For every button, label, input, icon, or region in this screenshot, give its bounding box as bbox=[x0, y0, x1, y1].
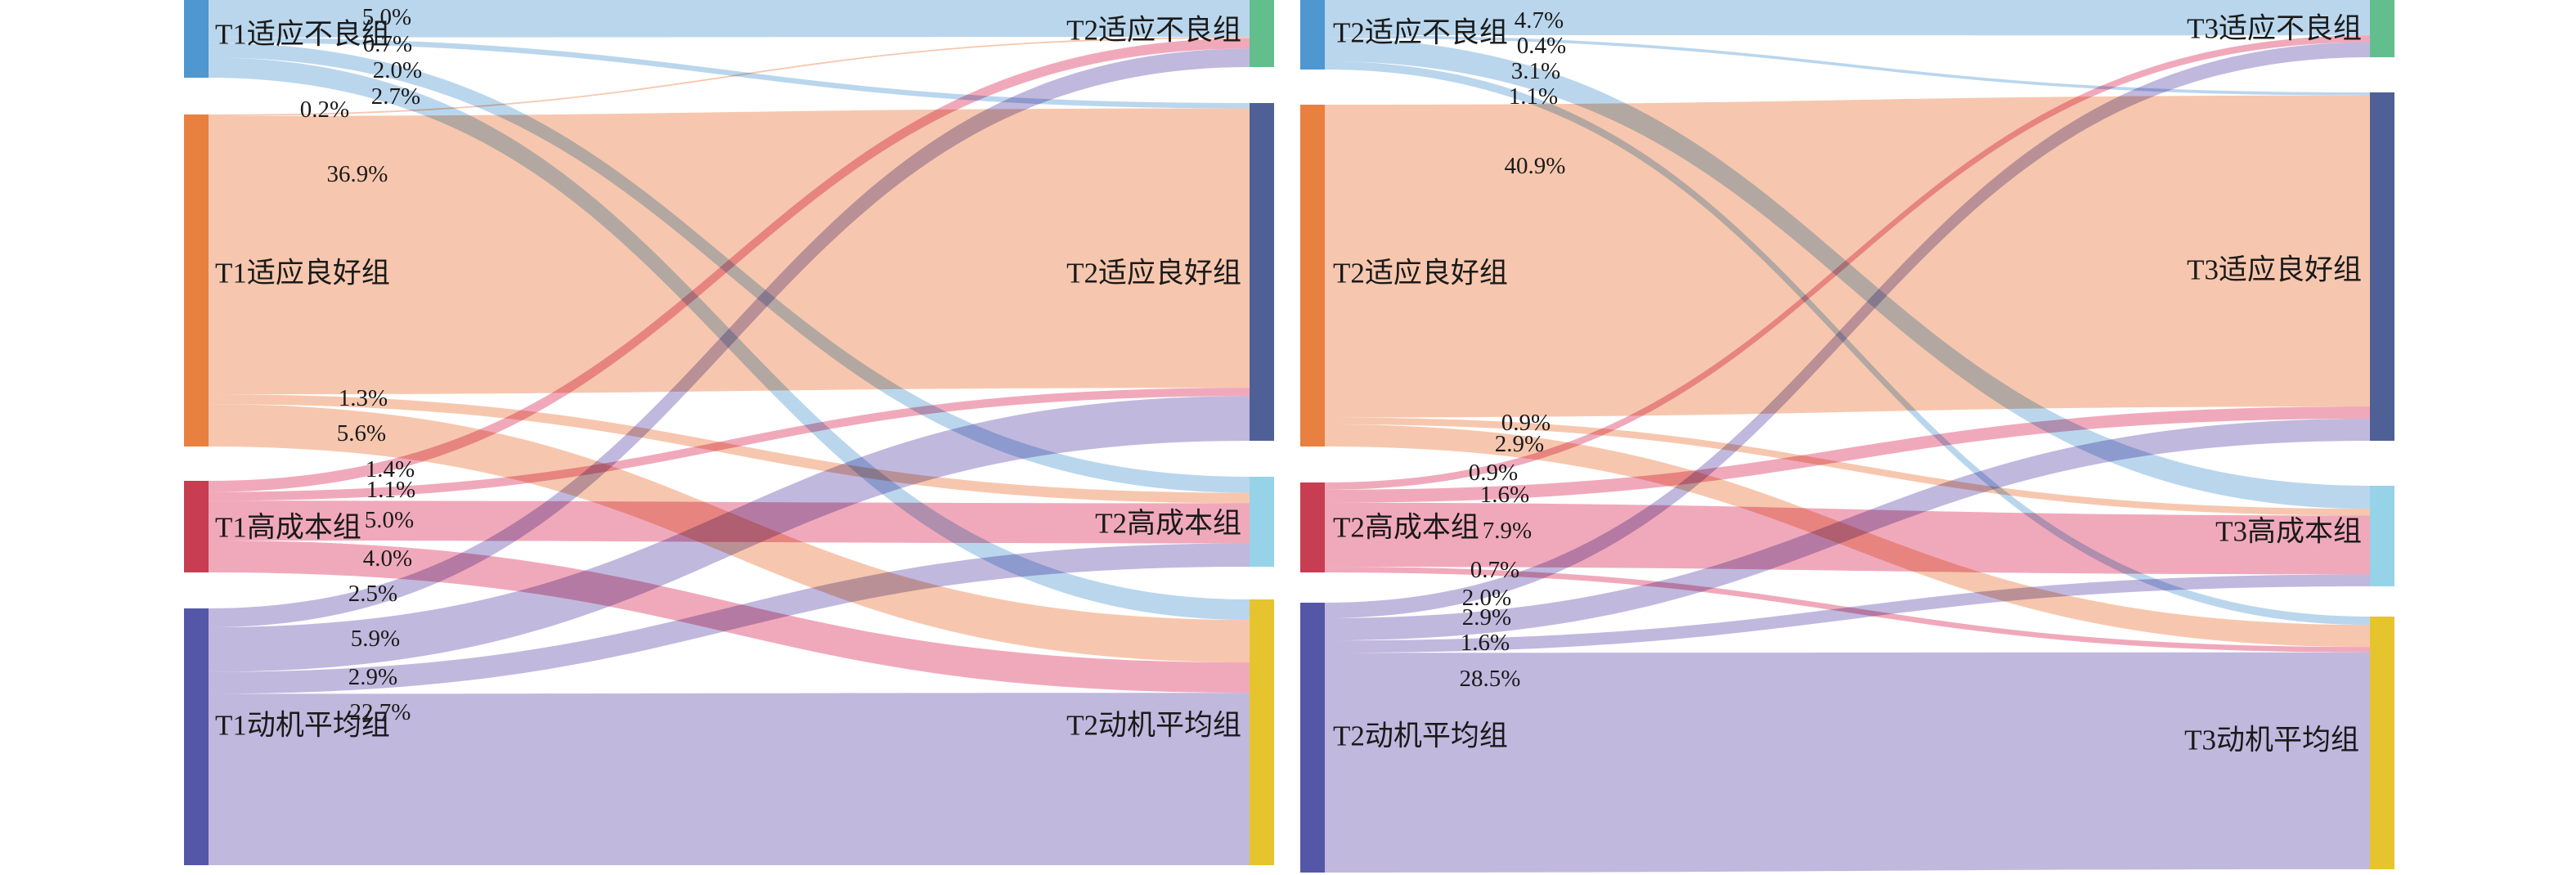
flow-label-t1-good-t2-cost: 1.3% bbox=[339, 385, 388, 411]
node-label-t2s-bad: T2适应不良组 bbox=[1333, 17, 1508, 49]
node-t1-bad bbox=[184, 0, 209, 78]
flow-t2s-avg-to-t3-cost bbox=[1325, 574, 2370, 653]
flow-label-t2s-cost-t3-good: 1.6% bbox=[1480, 482, 1529, 508]
flow-label-t2s-avg-t3-cost: 1.6% bbox=[1461, 630, 1510, 656]
node-label-t1-good: T1适应良好组 bbox=[215, 258, 390, 289]
node-t2s-avg bbox=[1300, 603, 1325, 873]
flow-t1-cost-to-t2-good bbox=[209, 388, 1250, 501]
flow-label-t1-bad-t2-cost: 2.0% bbox=[373, 57, 422, 83]
node-t2-good bbox=[1250, 103, 1274, 441]
flow-ribbons bbox=[209, 0, 1250, 865]
node-t3-cost bbox=[2370, 486, 2394, 586]
flow-label-t2s-good-t3-cost: 0.9% bbox=[1501, 410, 1551, 436]
flow-ribbons bbox=[1325, 0, 2370, 873]
flow-t2s-avg-to-t3-bad bbox=[1325, 42, 2370, 618]
flow-label-t1-good-t2-avg: 5.6% bbox=[337, 420, 386, 446]
flow-label-t1-avg-t2-cost: 2.9% bbox=[348, 664, 397, 690]
node-label-t2s-good: T2适应良好组 bbox=[1333, 258, 1508, 289]
node-label-t2-good: T2适应良好组 bbox=[1066, 258, 1241, 289]
node-t3-avg bbox=[2370, 617, 2394, 869]
node-t3-good bbox=[2370, 92, 2394, 441]
flow-t2s-good-to-t3-cost bbox=[1325, 417, 2370, 516]
flow-label-t1-cost-t2-avg: 4.0% bbox=[363, 545, 412, 572]
flow-t2s-avg-to-t3-good bbox=[1325, 419, 2370, 641]
flow-t1-good-to-t2-good bbox=[209, 108, 1250, 395]
flow-label-t1-bad-t2-avg: 2.7% bbox=[371, 83, 420, 110]
flow-label-t1-good-t2-good: 36.9% bbox=[327, 161, 388, 187]
node-t2-cost bbox=[1250, 477, 1274, 567]
flow-t2s-cost-to-t3-good bbox=[1325, 406, 2370, 503]
flow-t2s-avg-to-t3-avg bbox=[1325, 652, 2370, 873]
node-t3-bad bbox=[2370, 0, 2394, 57]
flow-t1-bad-to-t2-bad bbox=[209, 0, 1250, 38]
flow-label-t2s-bad-t3-cost: 3.1% bbox=[1511, 58, 1560, 84]
node-label-t2-cost: T2高成本组 bbox=[1095, 508, 1241, 540]
flow-t2s-bad-to-t3-bad bbox=[1325, 0, 2370, 36]
flow-label-t1-cost-t2-bad: 1.4% bbox=[366, 456, 415, 482]
node-t1-good bbox=[184, 114, 209, 446]
flow-label-t2s-cost-t3-bad: 0.9% bbox=[1469, 460, 1518, 486]
flow-t1-good-to-t2-bad bbox=[209, 37, 1250, 116]
flow-t2s-cost-to-t3-bad bbox=[1325, 35, 2370, 490]
flow-t2s-good-to-t3-good bbox=[1325, 95, 2370, 418]
node-label-t3-good: T3适应良好组 bbox=[2187, 254, 2362, 286]
node-label-t1-bad: T1适应不良组 bbox=[215, 19, 390, 51]
flow-label-t2s-cost-t3-cost: 7.9% bbox=[1483, 518, 1532, 544]
node-t2s-bad bbox=[1300, 0, 1325, 70]
node-bars: T1适应不良组 T1适应良好组 T1高成本组 T1动机平均组 T2适应不良组 T2适应良好… bbox=[184, 0, 1274, 865]
flow-label-t2s-bad-t3-avg: 1.1% bbox=[1509, 83, 1558, 110]
flow-t1-avg-to-t2-good bbox=[209, 396, 1250, 672]
node-label-t3-cost: T3高成本组 bbox=[2215, 516, 2362, 548]
flow-label-t1-cost-t2-cost: 5.0% bbox=[365, 507, 414, 533]
flow-t1-avg-to-t2-bad bbox=[209, 48, 1250, 628]
flow-label-t1-good-t2-bad: 0.2% bbox=[300, 96, 349, 123]
flow-label-t2s-bad-t3-good: 0.4% bbox=[1517, 33, 1566, 59]
node-t1-cost bbox=[184, 481, 209, 572]
flow-t1-avg-to-t2-cost bbox=[209, 543, 1250, 694]
sankey-diagram-t1-t2: T1适应不良组 T1适应良好组 T1高成本组 T1动机平均组 T2适应不良组 T2适应良好… bbox=[184, 0, 1274, 865]
node-label-t2s-avg: T2动机平均组 bbox=[1333, 720, 1508, 752]
flow-labels: 4.7%0.4%3.1%1.1%40.9%0.9%2.9%0.9%1.6%7.9… bbox=[1460, 7, 1567, 692]
flow-t1-good-to-t2-cost bbox=[209, 394, 1250, 504]
node-t1-avg bbox=[184, 608, 209, 865]
flow-label-t1-avg-t2-good: 5.9% bbox=[351, 626, 400, 652]
node-bars: T2适应不良组 T2适应良好组 T2高成本组 T2动机平均组 T3适应不良组 T3适应良好… bbox=[1300, 0, 2394, 873]
flow-label-t1-bad-t2-good: 0.7% bbox=[363, 31, 412, 57]
node-label-t2s-cost: T2高成本组 bbox=[1333, 512, 1479, 544]
flow-label-t1-cost-t2-good: 1.1% bbox=[366, 477, 415, 503]
node-t2s-good bbox=[1300, 105, 1325, 446]
node-t2-avg bbox=[1250, 599, 1274, 865]
flow-t1-bad-to-t2-good bbox=[209, 37, 1250, 109]
flow-t1-avg-to-t2-avg bbox=[209, 693, 1250, 865]
flow-label-t1-avg-t2-bad: 2.5% bbox=[348, 581, 397, 607]
flow-t2s-bad-to-t3-good bbox=[1325, 35, 2370, 96]
flow-label-t2s-cost-t3-avg: 0.7% bbox=[1470, 557, 1519, 583]
flow-label-t1-bad-t2-bad: 5.0% bbox=[362, 4, 411, 30]
sankey-diagram-t2-t3: T2适应不良组 T2适应良好组 T2高成本组 T2动机平均组 T3适应不良组 T3适应良好… bbox=[1300, 0, 2394, 873]
node-label-t1-cost: T1高成本组 bbox=[215, 512, 361, 544]
flow-label-t2s-avg-t3-bad: 2.0% bbox=[1462, 585, 1511, 611]
node-t2-bad bbox=[1250, 0, 1274, 67]
flow-label-t1-avg-t2-avg: 22.7% bbox=[350, 699, 411, 725]
node-t2s-cost bbox=[1300, 482, 1325, 572]
flow-label-t2s-avg-t3-good: 2.9% bbox=[1462, 604, 1511, 630]
node-label-t3-bad: T3适应不良组 bbox=[2187, 13, 2362, 45]
flow-label-t2s-good-t3-good: 40.9% bbox=[1505, 153, 1566, 179]
node-label-t3-avg: T3动机平均组 bbox=[2184, 725, 2359, 756]
node-label-t1-avg: T1动机平均组 bbox=[215, 710, 390, 742]
flow-t1-cost-to-t2-bad bbox=[209, 38, 1250, 492]
node-label-t2-avg: T2动机平均组 bbox=[1066, 710, 1241, 742]
node-label-t2-bad: T2适应不良组 bbox=[1066, 15, 1241, 47]
flow-labels: 5.0%0.7%2.0%2.7%0.2%36.9%1.3%5.6%1.4%1.1… bbox=[300, 4, 422, 725]
flow-label-t2s-bad-t3-bad: 4.7% bbox=[1515, 7, 1564, 34]
flow-label-t2s-avg-t3-avg: 28.5% bbox=[1460, 666, 1521, 692]
flow-label-t2s-good-t3-avg: 2.9% bbox=[1495, 431, 1544, 457]
